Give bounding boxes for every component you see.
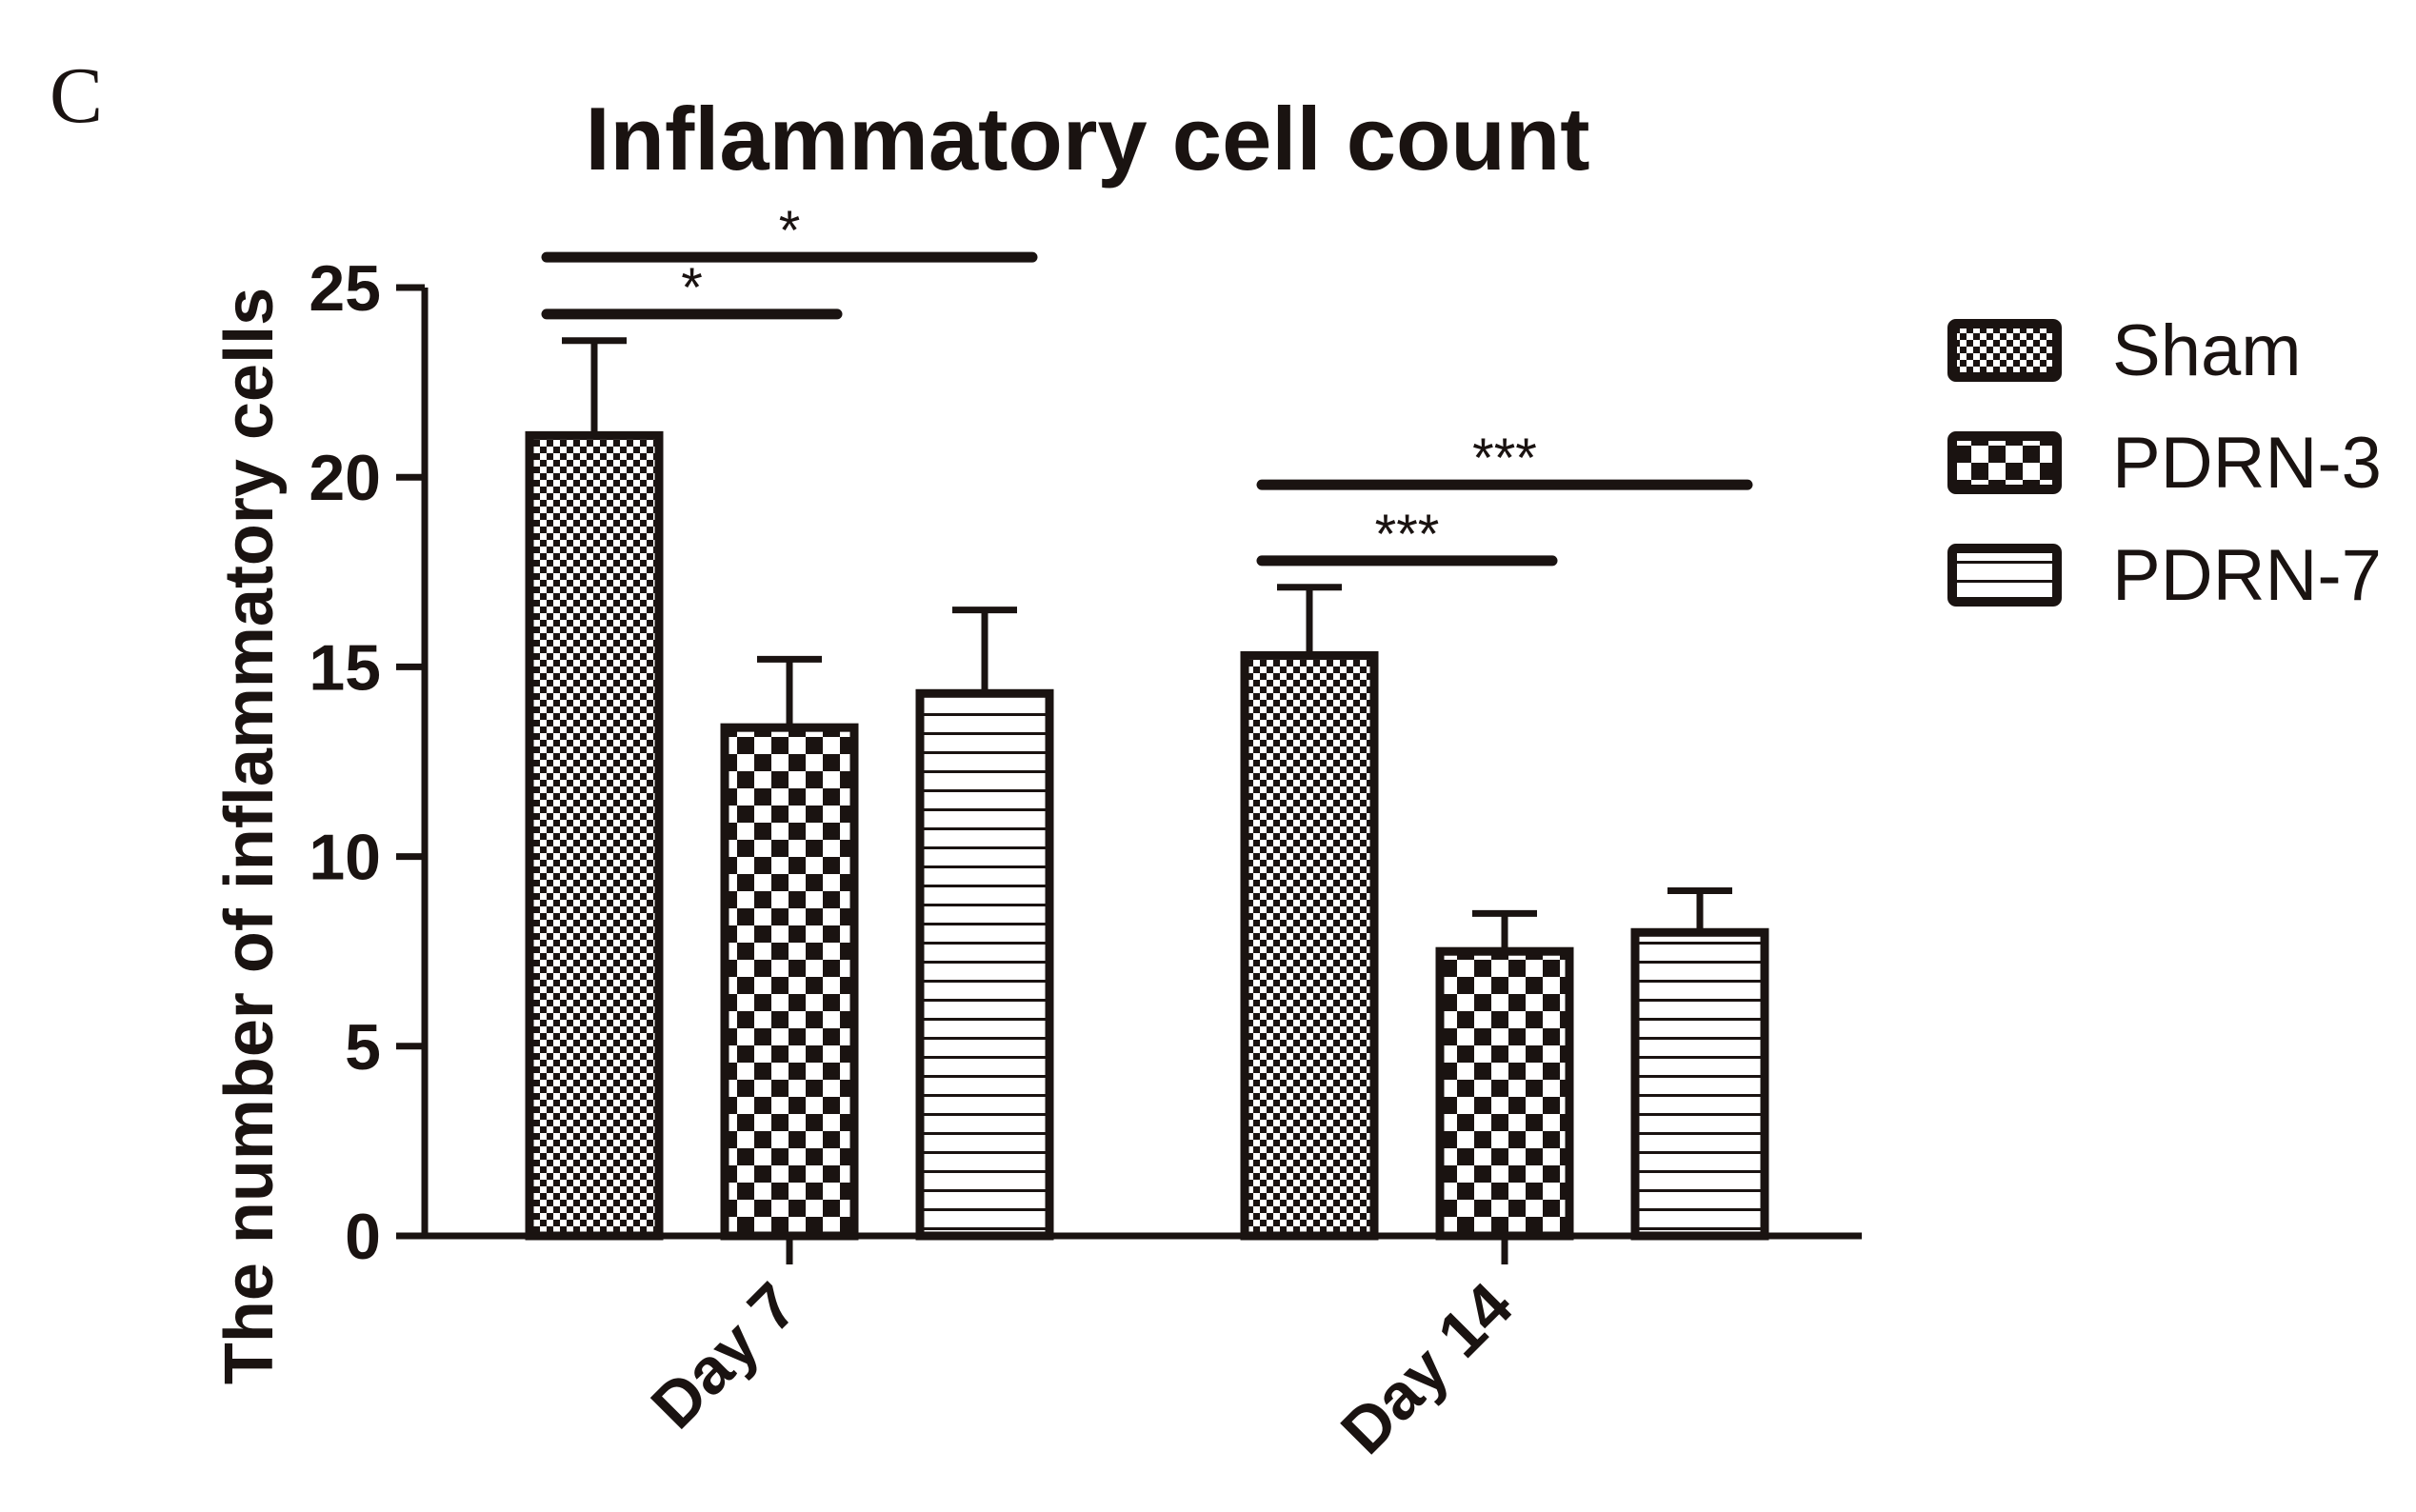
panel-letter: C [50, 51, 103, 140]
bars [525, 337, 1769, 1241]
significance-label: *** [1472, 428, 1537, 489]
significance-markers: ******** [541, 200, 1753, 567]
y-tick-label-5: 5 [345, 1011, 381, 1084]
y-tick-label-20: 20 [309, 442, 381, 514]
legend-swatch-pdrn-7 [1947, 544, 2062, 607]
legend-label-pdrn-7: PDRN-7 [2112, 535, 2382, 616]
legend-swatch-pdrn-3 [1947, 431, 2062, 494]
y-tick-label-10: 10 [309, 822, 381, 894]
legend-swatch-sham [1947, 319, 2062, 382]
chart-title: Inflammatory cell count [585, 89, 1589, 189]
significance-label: *** [1375, 504, 1440, 566]
x-tick-label: Day 7 [638, 1269, 811, 1442]
significance-label: * [779, 200, 801, 262]
y-tick-label-25: 25 [309, 252, 381, 325]
bar-pdrn-7-day-14 [1630, 927, 1769, 1241]
bar-pdrn-3-day-7 [720, 723, 859, 1241]
legend-label-sham: Sham [2112, 310, 2302, 391]
bar-sham-day-14 [1240, 650, 1379, 1241]
significance-label: * [681, 257, 703, 319]
bar-pdrn-7-day-7 [915, 688, 1054, 1241]
y-tick-label-0: 0 [345, 1201, 381, 1273]
legend: Sham PDRN-3 PDRN-7 [1947, 310, 2382, 616]
bar-sham-day-7 [525, 430, 664, 1241]
legend-label-pdrn-3: PDRN-3 [2112, 423, 2382, 504]
y-axis-label: The number of inflammatory cells [211, 288, 288, 1384]
y-tick-label-15: 15 [309, 631, 381, 704]
x-tick-label: Day 14 [1328, 1269, 1527, 1468]
bar-pdrn-3-day-14 [1435, 946, 1574, 1241]
